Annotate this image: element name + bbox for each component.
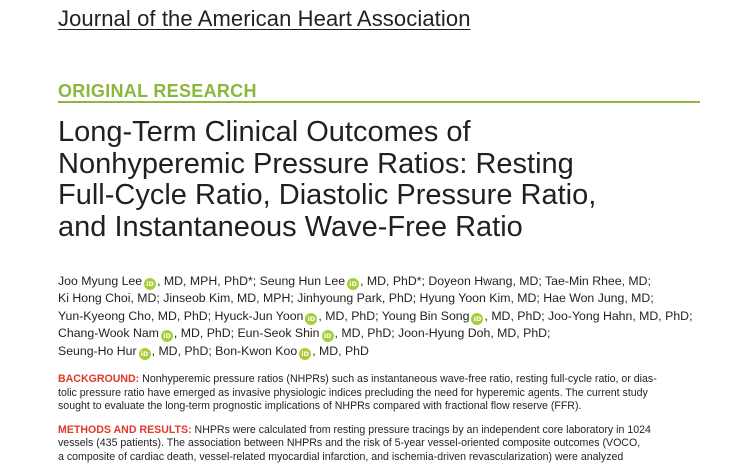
title-line: Nonhyperemic Pressure Ratios: Resting: [58, 147, 574, 180]
title-line: Long-Term Clinical Outcomes of: [58, 116, 471, 148]
author-line: Joo Myung Lee iD, MD, MPH, PhD*; Seung Hu…: [58, 273, 718, 290]
author-text: Yun-Kyeong Cho, MD, PhD; Hyuck-Jun Yoon: [58, 308, 304, 323]
author-text: , MD, PhD; Eun-Seok Shin: [173, 326, 320, 341]
author-text: Joo Myung Lee: [58, 274, 143, 288]
author-text: Ki Hong Choi, MD; Jinseob Kim, MD, MPH; …: [58, 291, 654, 306]
section-label: ORIGINAL RESEARCH: [58, 81, 257, 101]
abstract-line: sought to evaluate the long-term prognos…: [58, 400, 582, 413]
abstract-line: tolic pressure ratio have emerged as inv…: [58, 386, 648, 399]
author-line: Seung-Ho Hur iD, MD, PhD; Bon-Kwon Koo iD,…: [58, 343, 718, 360]
abstract: BACKGROUND: Nonhyperemic pressure ratios…: [58, 373, 710, 475]
orcid-icon[interactable]: iD: [305, 312, 318, 325]
author-line: Chang-Wook Nam iD, MD, PhD; Eun-Seok Shin…: [58, 325, 718, 343]
author-line: Yun-Kyeong Cho, MD, PhD; Hyuck-Jun Yoon i…: [58, 308, 718, 325]
author-text: , MD, MPH, PhD*; Seung Hun Lee: [157, 274, 346, 288]
orcid-icon[interactable]: iD: [138, 347, 151, 360]
author-text: , MD, PhD; Young Bin Song: [318, 308, 470, 323]
author-text: , MD, PhD; Bon-Kwon Koo: [151, 343, 298, 358]
author-text: , MD, PhD; Joon-Hyung Doh, MD, PhD;: [334, 326, 551, 341]
author-text: , MD, PhD*; Doyeon Hwang, MD; Tae-Min Rh…: [360, 274, 651, 288]
author-text: Chang-Wook Nam: [58, 326, 159, 341]
abstract-background: BACKGROUND: Nonhyperemic pressure ratios…: [58, 373, 710, 414]
abstract-line: METHODS AND RESULTS: NHPRs were calculat…: [58, 424, 710, 438]
abstract-text: Nonhyperemic pressure ratios (NHPRs) suc…: [139, 373, 657, 385]
orcid-icon[interactable]: iD: [299, 347, 312, 360]
author-text: Seung-Ho Hur: [58, 343, 137, 358]
section-divider: [58, 101, 700, 103]
title-line: Full-Cycle Ratio, Diastolic Pressure Rat…: [58, 179, 597, 211]
abstract-heading-methods: METHODS AND RESULTS:: [58, 423, 192, 436]
orcid-icon[interactable]: iD: [471, 312, 484, 325]
abstract-line: a composite of cardiac death, vessel-rel…: [58, 450, 624, 463]
author-line: Ki Hong Choi, MD; Jinseob Kim, MD, MPH; …: [58, 290, 718, 307]
abstract-text: NHPRs were calculated from resting press…: [191, 423, 651, 436]
abstract-heading-background: BACKGROUND:: [58, 373, 140, 385]
author-list: Joo Myung Lee iD, MD, MPH, PhD*; Seung Hu…: [58, 273, 718, 360]
journal-title[interactable]: Journal of the American Heart Associatio…: [58, 6, 471, 31]
author-text: , MD, PhD: [312, 343, 369, 358]
article-title: Long-Term Clinical Outcomes of Nonhypere…: [58, 116, 708, 243]
author-text: , MD, PhD; Joo-Yong Hahn, MD, PhD;: [484, 308, 693, 323]
abstract-line: BACKGROUND: Nonhyperemic pressure ratios…: [58, 373, 710, 387]
title-line: and Instantaneous Wave-Free Ratio: [58, 210, 523, 243]
abstract-methods: METHODS AND RESULTS: NHPRs were calculat…: [58, 424, 710, 465]
orcid-icon[interactable]: iD: [144, 278, 157, 290]
abstract-line: vessels (435 patients). The association …: [58, 437, 641, 450]
orcid-icon[interactable]: iD: [321, 330, 334, 343]
orcid-icon[interactable]: iD: [160, 330, 173, 343]
orcid-icon[interactable]: iD: [347, 278, 360, 290]
